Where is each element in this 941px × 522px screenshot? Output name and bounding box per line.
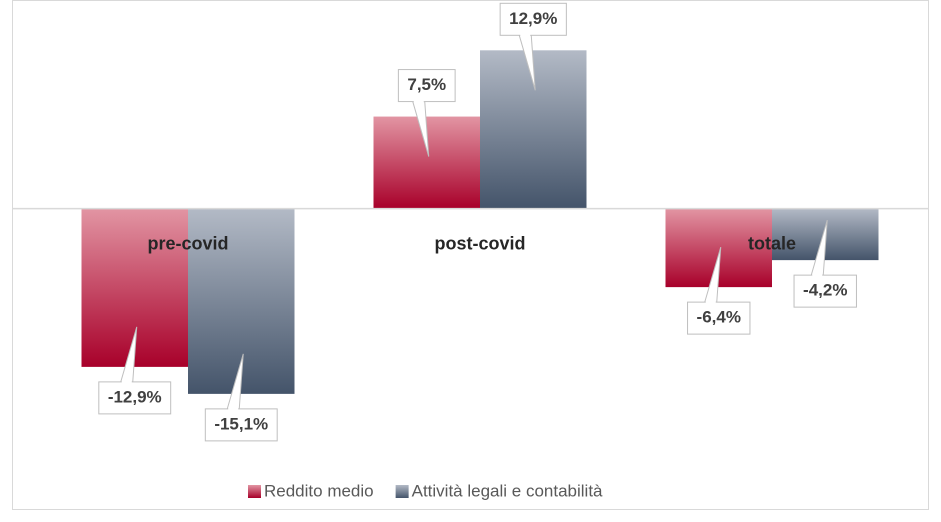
legend-label: Attività legali e contabilità xyxy=(412,481,603,500)
value-label: -4,2% xyxy=(803,281,847,300)
callout-box xyxy=(793,274,857,308)
category-label: pre-covid xyxy=(147,233,228,253)
legend-swatch xyxy=(248,485,261,498)
callout-box xyxy=(204,408,278,442)
callout-box xyxy=(397,69,456,103)
category-label: totale xyxy=(748,233,796,253)
value-label: 7,5% xyxy=(407,75,446,94)
value-label: 12,9% xyxy=(509,9,557,28)
callout-box xyxy=(499,2,567,36)
value-label: -12,9% xyxy=(108,387,162,406)
callout-box xyxy=(687,301,751,335)
value-label: -15,1% xyxy=(214,414,268,433)
callout-box xyxy=(98,381,172,415)
value-label: -6,4% xyxy=(697,308,741,327)
category-label: post-covid xyxy=(434,233,525,253)
legend-label: Reddito medio xyxy=(264,481,374,500)
legend-swatch xyxy=(395,485,409,498)
